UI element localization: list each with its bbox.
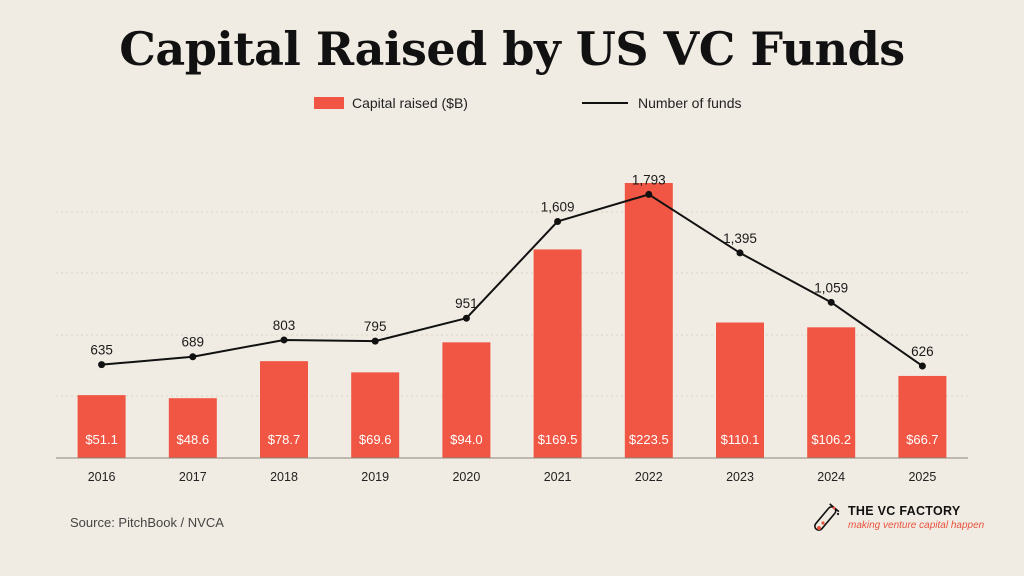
funds-line	[101, 193, 923, 367]
funds-value-label: 635	[90, 343, 113, 358]
x-tick-label: 2018	[270, 470, 298, 484]
x-tick-label: 2016	[88, 470, 116, 484]
funds-point-2022	[645, 190, 653, 198]
x-tick-label: 2025	[908, 470, 936, 484]
bar-2025	[898, 375, 947, 458]
brand-name: THE VC FACTORY	[848, 504, 961, 518]
bar-2018	[260, 361, 308, 458]
legend-swatch-bar	[314, 97, 344, 109]
funds-point-2021	[554, 217, 562, 225]
funds-value-label: 1,059	[814, 280, 848, 295]
x-tick-label: 2017	[179, 470, 207, 484]
x-tick-label: 2022	[635, 470, 663, 484]
x-tick-label: 2024	[817, 470, 845, 484]
bar-value-label: $51.1	[85, 432, 118, 447]
funds-point-2019	[371, 337, 379, 345]
legend-label-bars: Capital raised ($B)	[352, 95, 468, 111]
bar-value-label: $94.0	[450, 432, 483, 447]
funds-value-label: 951	[455, 296, 478, 311]
legend-swatch-line	[582, 102, 628, 104]
funds-point-2023	[736, 249, 744, 257]
funds-value-label: 795	[364, 319, 387, 334]
bar-2021	[533, 249, 582, 458]
legend-label-line: Number of funds	[638, 95, 742, 111]
x-tick-label: 2020	[452, 470, 480, 484]
bar-2024	[807, 327, 856, 458]
funds-point-2025	[918, 362, 926, 370]
bar-2023	[716, 322, 764, 458]
funds-point-2018	[280, 336, 288, 344]
brand-tagline: making venture capital happen	[848, 520, 985, 531]
bar-2017	[168, 398, 217, 458]
bar-2016	[77, 395, 126, 458]
bar-2020	[442, 342, 491, 458]
funds-value-label: 626	[911, 344, 934, 359]
bar-value-label: $69.6	[359, 432, 392, 447]
funds-point-2020	[462, 314, 470, 322]
bar-2019	[351, 372, 400, 458]
x-tick-label: 2021	[544, 470, 572, 484]
funds-point-2024	[827, 298, 835, 306]
funds-point-2017	[189, 353, 197, 361]
funds-value-label: 803	[273, 318, 296, 333]
legend-item-line: Number of funds	[582, 95, 742, 111]
funds-value-label: 1,609	[541, 199, 575, 214]
bar-value-label: $110.1	[721, 432, 760, 447]
funds-point-2016	[98, 361, 106, 369]
legend-item-bars: Capital raised ($B)	[314, 95, 468, 111]
brand: THE VC FACTORY making venture capital ha…	[804, 500, 1014, 540]
x-tick-label: 2019	[361, 470, 389, 484]
x-tick-label: 2023	[726, 470, 754, 484]
funds-value-label: 1,793	[632, 172, 666, 187]
bar-value-label: $223.5	[629, 432, 669, 447]
bar-value-label: $106.2	[811, 432, 851, 447]
test-tube-icon	[814, 503, 840, 531]
bar-value-label: $66.7	[906, 432, 939, 447]
bar-value-label: $78.7	[268, 432, 301, 447]
chart-title: Capital Raised by US VC Funds	[119, 22, 905, 76]
legend: Capital raised ($B) Number of funds	[0, 95, 1024, 117]
source-note: Source: PitchBook / NVCA	[70, 515, 224, 530]
bar-2022	[624, 183, 673, 458]
funds-value-label: 1,395	[723, 231, 757, 246]
bar-value-label: $48.6	[177, 432, 210, 447]
bar-value-label: $169.5	[538, 432, 578, 447]
funds-value-label: 689	[182, 335, 205, 350]
